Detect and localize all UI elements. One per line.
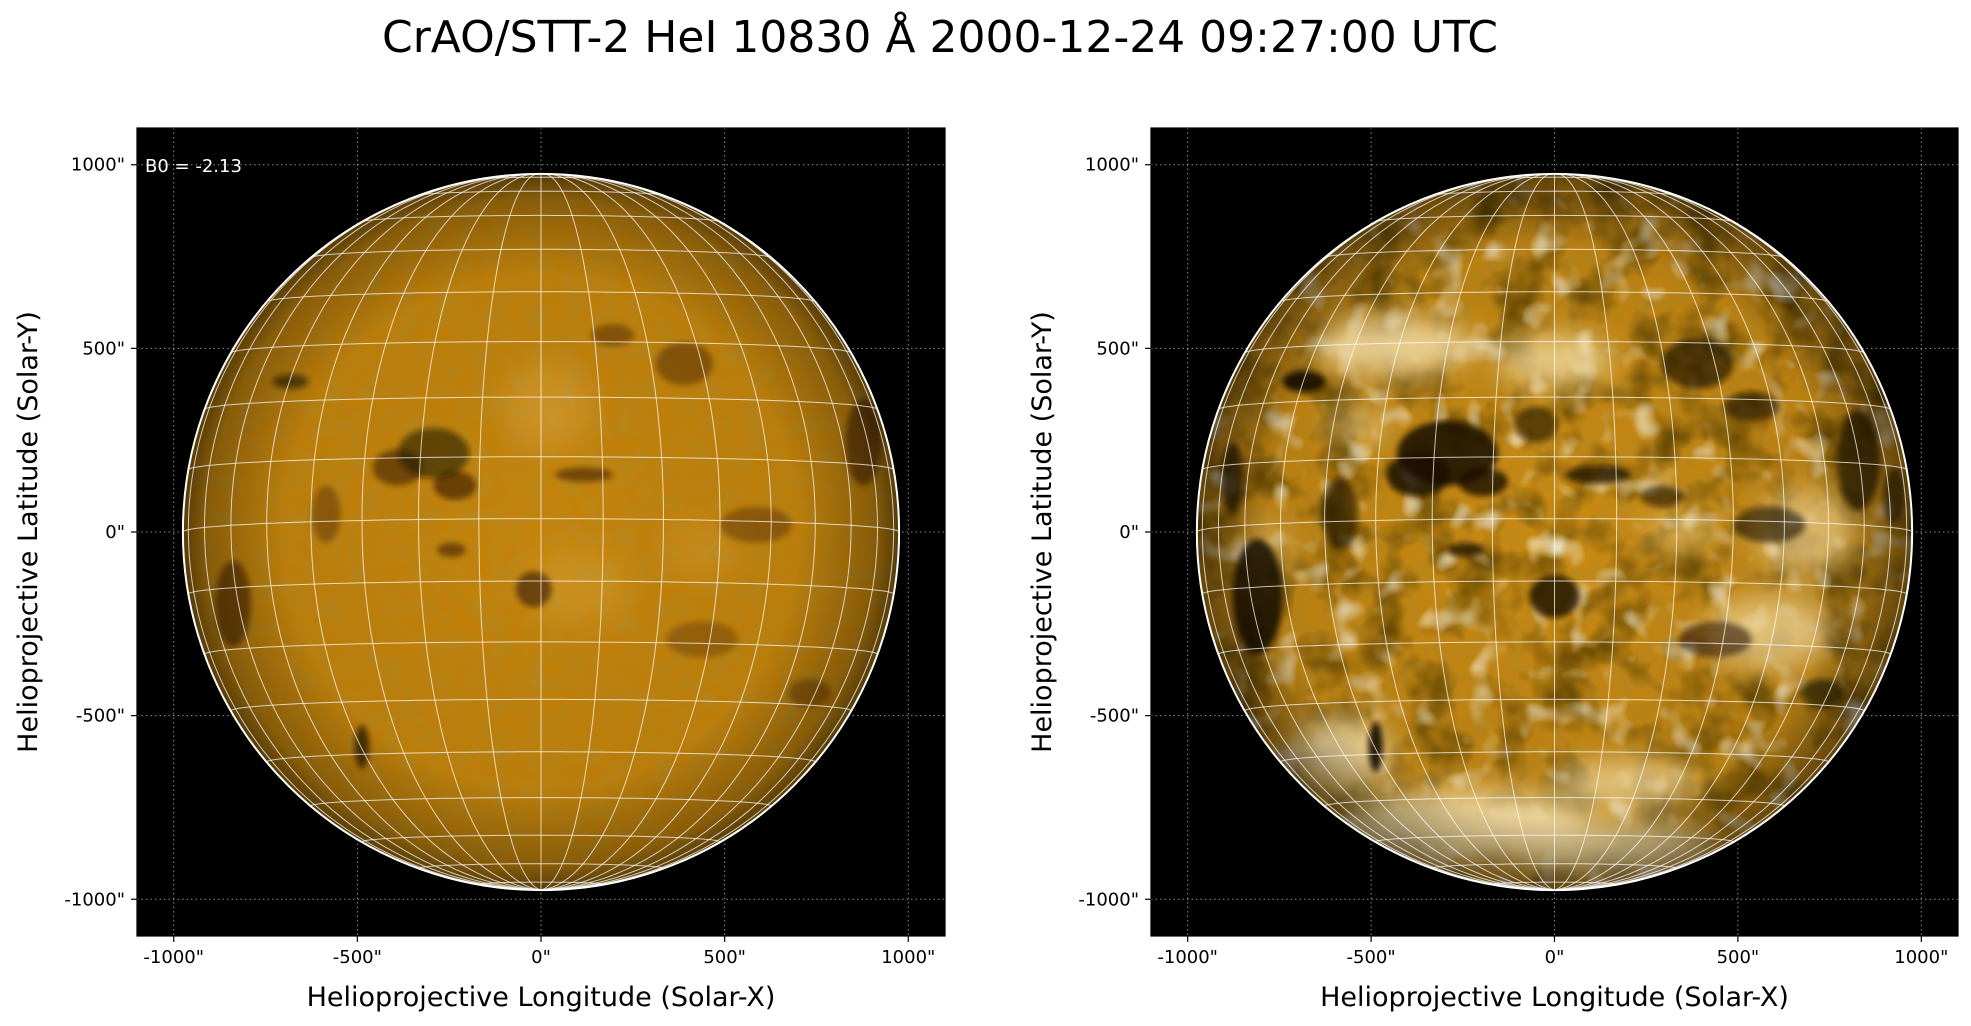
latitude-line [1201,580,1908,595]
y-tick-label: -500" [76,706,125,727]
latitude-line [204,396,878,410]
latitude-line [1202,456,1907,470]
panel-original: -1000" -500" 0" 500" 1000" 1000" 500" 0" -500" -1… [13,127,946,1013]
figure-title: CrAO/STT-2 HeI 10830 Å 2000-12-24 09:27:… [382,10,1498,63]
axis-ticks: -1000" -500" 0" 500" 1000" 1000" 500" 0" -500" -1… [64,155,935,968]
y-tick-label: -1000" [1078,889,1139,910]
longitude-line [203,176,542,891]
longitude-line [1554,173,1734,891]
y-axis-label: Helioprojective Latitude (Solar-Y) [13,311,44,753]
latitude-line [417,863,665,870]
x-axis-label: Helioprojective Longitude (Solar-X) [307,982,776,1013]
axis-ticks: -1000" -500" 0" 500" 1000" 1000" 500" 0" -500" -1… [1078,155,1948,968]
longitude-line [1554,173,1830,891]
latitude-line [310,797,772,807]
y-tick-label: 0" [1119,522,1139,543]
latitude-line [1491,881,1618,886]
latitude-line [230,698,852,712]
longitude-line [361,173,542,891]
x-tick-label: -500" [333,947,382,968]
y-tick-label: 0" [105,522,125,543]
longitude-line [1324,173,1555,891]
solar-limb [1195,172,1914,892]
latitude-line [311,248,771,258]
latitude-line [266,291,816,303]
y-tick-label: -1000" [64,889,125,910]
longitude-line [540,173,721,891]
longitude-line [417,173,542,891]
x-tick-label: 500" [1717,947,1760,968]
x-tick-label: -1000" [143,947,204,968]
longitude-line [478,173,542,891]
longitude-line [540,173,816,891]
y-tick-label: 1000" [1085,155,1139,176]
solar-limb [181,172,901,892]
x-tick-label: 1000" [881,947,935,968]
longitude-line [1554,174,1865,891]
x-tick-label: 500" [703,947,746,968]
latitude-line [1375,214,1734,223]
x-axis-label: Helioprojective Longitude (Solar-X) [1320,982,1789,1013]
latitude-line [1280,751,1829,763]
longitude-line [1554,173,1618,891]
longitude-line [540,173,772,891]
latitude-line [1244,341,1865,354]
y-tick-label: 1000" [71,155,125,176]
longitude-line [266,173,542,891]
latitude-line [419,190,663,196]
latitude-line [188,456,894,470]
y-tick-label: 500" [82,338,125,359]
longitude-line [1244,174,1555,891]
latitude-line [204,641,878,655]
y-axis-label: Helioprojective Latitude (Solar-Y) [1027,311,1058,753]
x-tick-label: 0" [531,947,551,968]
heliographic-grid [1196,173,1913,891]
latitude-line [1280,291,1829,303]
latitude-line [1431,863,1678,870]
latitude-line [1432,190,1677,196]
longitude-line [540,174,852,891]
latitude-line [1218,396,1891,410]
latitude-line [182,518,900,533]
longitude-line [1554,176,1892,891]
x-tick-label: 0" [1545,947,1565,968]
latitude-line [1196,518,1913,533]
latitude-line [478,881,604,886]
latitude-line [1244,698,1865,712]
latitude-line [1324,797,1785,807]
longitude-line [1554,173,1678,891]
latitude-line [362,214,720,223]
latitude-line [1325,248,1784,258]
y-tick-label: 500" [1096,338,1139,359]
latitude-line [187,580,895,595]
longitude-line [540,173,604,891]
longitude-line [1554,173,1785,891]
longitude-line [540,176,879,891]
longitude-line [1491,173,1555,891]
x-tick-label: 1000" [1894,947,1948,968]
longitude-line [1217,176,1555,891]
longitude-line [1375,173,1555,891]
latitude-line [1375,834,1734,843]
longitude-line [230,174,542,891]
longitude-line [540,173,665,891]
latitude-line [1217,641,1892,655]
x-tick-label: -500" [1347,947,1396,968]
panel-enhanced: -1000" -500" 0" 500" 1000" 1000" 500" 0" -500" -1… [1027,127,1959,1013]
longitude-line [310,173,542,891]
y-tick-label: -500" [1090,706,1139,727]
longitude-line [1431,173,1555,891]
latitude-line [361,834,721,843]
longitude-line [1279,173,1555,891]
b0-annotation: B0 = -2.13 [145,156,242,177]
latitude-line [230,341,852,354]
latitude-line [266,751,816,763]
x-tick-label: -1000" [1157,947,1218,968]
